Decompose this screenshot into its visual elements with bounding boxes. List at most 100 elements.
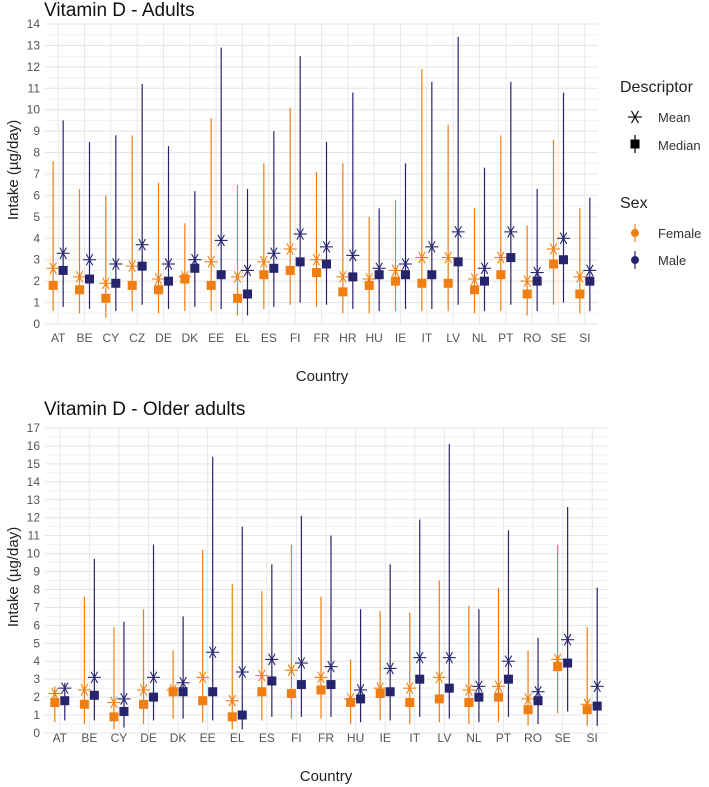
legend-title-descriptor: Descriptor [620, 79, 694, 96]
median-marker-male-es [269, 263, 279, 273]
x-tick-label: FR [314, 331, 330, 345]
mean-marker-female-fi [284, 664, 298, 677]
x-tick-label: DE [140, 731, 157, 745]
mean-marker-female-ro [520, 275, 534, 288]
legend-key-mean [628, 110, 642, 124]
median-marker-male-si [585, 276, 595, 286]
mean-marker-male-at [56, 247, 70, 260]
median-marker-female-el [233, 293, 242, 303]
median-marker-female-ee [198, 696, 208, 706]
mean-marker-male-lv [451, 225, 465, 238]
mean-marker-male-se [561, 633, 575, 646]
y-axis-label-adults: Intake (µg/day) [5, 120, 22, 220]
x-tick-label: EE [200, 731, 216, 745]
x-tick-label: FI [291, 731, 302, 745]
mean-marker-male-be [87, 671, 101, 684]
legend-sex-dot [631, 256, 639, 264]
median-marker-female-at [48, 280, 58, 290]
x-tick-label: HU [347, 731, 364, 745]
x-tick-label: ES [259, 731, 275, 745]
y-tick-label: 8 [33, 146, 40, 160]
mean-marker-female-nl [468, 273, 481, 285]
x-tick-label: IT [409, 731, 420, 745]
median-marker-female-hr [338, 287, 348, 297]
x-tick-label: BE [76, 331, 92, 345]
mean-marker-female-cy [107, 696, 121, 709]
mean-marker-male-el [241, 264, 254, 277]
x-axis-label-adults: Country [296, 368, 349, 385]
mean-marker-male-hr [346, 249, 360, 262]
mean-marker-female-lv [441, 251, 455, 264]
y-axis-label-older-adults: Intake (µg/day) [5, 527, 22, 627]
mean-marker-female-hr [336, 270, 350, 283]
x-tick-label: DE [155, 331, 172, 345]
median-marker-male-se [559, 255, 568, 265]
mean-marker-male-se [557, 232, 570, 245]
median-marker-female-es [259, 270, 269, 280]
mean-marker-male-dk [176, 676, 190, 689]
median-marker-male-lv [444, 683, 454, 693]
y-tick-label: 11 [28, 529, 41, 543]
y-tick-label: 5 [33, 210, 40, 224]
x-tick-label: RO [523, 331, 541, 345]
x-tick-label: CY [102, 331, 119, 345]
mean-marker-female-at [48, 687, 62, 700]
chart-title-adults: Vitamin D - Adults [44, 0, 195, 21]
x-tick-label: FR [318, 731, 334, 745]
mean-marker-male-si [583, 264, 597, 277]
y-tick-label: 3 [33, 253, 40, 267]
mean-marker-male-ro [531, 685, 545, 698]
mean-marker-female-pt [494, 251, 508, 264]
median-marker-female-ie [375, 689, 385, 699]
mean-marker-female-de [152, 273, 165, 285]
mean-marker-female-ee [196, 671, 210, 684]
y-tick-label: 1 [33, 708, 40, 722]
median-marker-male-de [149, 692, 159, 702]
median-marker-female-lv [443, 278, 453, 288]
legend-key-median [630, 135, 640, 153]
median-marker-female-hu [346, 698, 356, 707]
mean-marker-male-fr [320, 240, 333, 253]
x-tick-label: BE [81, 731, 97, 745]
y-tick-label: 10 [27, 103, 41, 117]
median-marker-male-cy [111, 278, 121, 288]
median-marker-female-be [79, 699, 89, 709]
median-marker-female-si [582, 705, 592, 715]
y-tick-label: 17 [27, 421, 41, 435]
mean-marker-female-it [415, 251, 429, 264]
mean-marker-male-de [147, 671, 161, 684]
mean-marker-male-it [425, 240, 439, 253]
x-tick-label: CZ [129, 331, 145, 345]
y-tick-label: 14 [27, 475, 41, 489]
mean-marker-male-ie [383, 662, 397, 675]
median-marker-male-be [85, 274, 94, 284]
median-marker-male-cy [119, 706, 129, 716]
median-marker-male-cz [137, 261, 147, 271]
y-tick-label: 16 [27, 439, 41, 453]
median-marker-male-at [58, 265, 68, 275]
median-marker-female-fr [316, 685, 326, 695]
y-tick-label: 12 [27, 511, 41, 525]
x-tick-label: ES [261, 331, 277, 345]
median-marker-male-fr [326, 680, 336, 690]
data-marks-adults [46, 36, 597, 318]
median-marker-male-it [415, 674, 425, 684]
median-marker-female-fr [312, 268, 321, 278]
mean-marker-female-hu [362, 273, 376, 285]
mean-marker-male-be [83, 253, 96, 266]
median-marker-female-hu [364, 280, 374, 290]
mean-marker-male-cz [135, 238, 149, 251]
y-tick-label: 8 [33, 582, 40, 596]
y-tick-label: 7 [33, 600, 40, 614]
x-tick-label: SI [579, 331, 590, 345]
mean-marker-female-pt [491, 680, 505, 693]
data-marks-older-adults [48, 444, 604, 730]
median-marker-female-ro [522, 289, 532, 299]
legend-sex-dot [631, 229, 639, 237]
x-tick-label: NL [472, 331, 488, 345]
x-tick-label: CY [111, 731, 128, 745]
mean-marker-male-ie [399, 258, 412, 270]
x-tick-label: DK [181, 331, 198, 345]
x-tick-label: FI [290, 331, 301, 345]
